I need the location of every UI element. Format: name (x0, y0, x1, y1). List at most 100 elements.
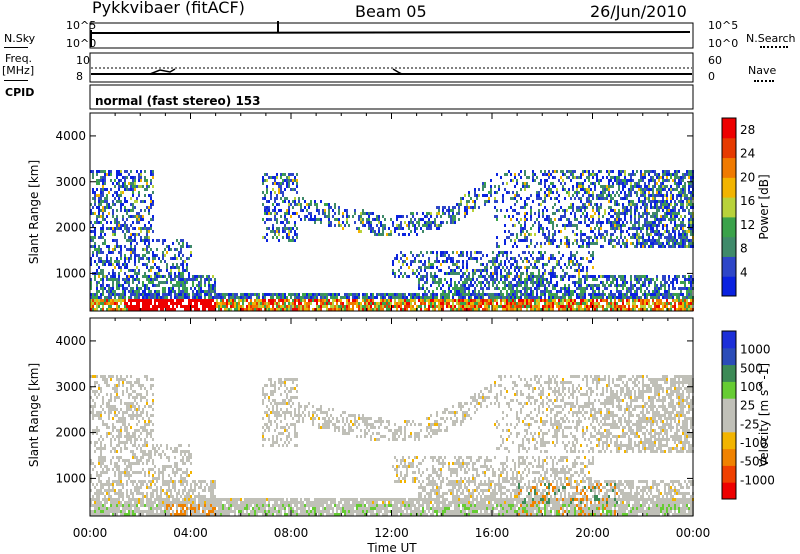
power-cell (494, 257, 496, 260)
power-cell (368, 299, 370, 302)
power-cell (660, 293, 662, 296)
power-cell (586, 284, 588, 287)
power-cell (680, 242, 682, 245)
power-cell (560, 206, 562, 209)
power-cell (158, 296, 160, 299)
power-cell (564, 242, 566, 245)
power-cell (132, 281, 134, 284)
power-cell (94, 308, 96, 311)
power-cell (536, 290, 538, 293)
power-cell (100, 236, 102, 239)
power-cell (680, 188, 682, 191)
power-cell (90, 239, 92, 242)
power-cell (396, 215, 398, 218)
power-cell (112, 281, 114, 284)
power-cell (236, 296, 238, 299)
power-cell (584, 296, 586, 299)
power-cell (552, 233, 554, 236)
power-cell (578, 275, 580, 278)
power-cell (606, 308, 608, 311)
power-cell (586, 278, 588, 281)
power-cell (494, 293, 496, 296)
power-cell (424, 260, 426, 263)
power-cell (410, 293, 412, 296)
power-cell (590, 221, 592, 224)
power-cell (688, 278, 690, 281)
power-cell (174, 248, 176, 251)
power-cell (650, 281, 652, 284)
power-cell (526, 296, 528, 299)
power-cell (134, 293, 136, 296)
power-cell (664, 224, 666, 227)
power-cell (444, 302, 446, 305)
power-cell (358, 215, 360, 218)
power-cell (128, 275, 130, 278)
power-cell (510, 284, 512, 287)
power-cell (506, 284, 508, 287)
power-cell (128, 305, 130, 308)
power-cell (526, 236, 528, 239)
power-cell (614, 212, 616, 215)
power-cell (672, 242, 674, 245)
power-cell (256, 299, 258, 302)
power-cell (100, 200, 102, 203)
power-cell (460, 287, 462, 290)
power-cell (646, 293, 648, 296)
power-cell (100, 257, 102, 260)
power-cell (664, 218, 666, 221)
power-cell (162, 287, 164, 290)
power-cell (512, 233, 514, 236)
power-cell (116, 200, 118, 203)
power-cell (336, 296, 338, 299)
power-cell (262, 218, 264, 221)
power-cell (558, 218, 560, 221)
power-cell (440, 305, 442, 308)
power-cell (666, 185, 668, 188)
power-cell (102, 242, 104, 245)
power-cell (622, 287, 624, 290)
power-cell (500, 302, 502, 305)
power-cell (544, 206, 546, 209)
power-cell (212, 296, 214, 299)
power-cell (422, 278, 424, 281)
power-cell (504, 278, 506, 281)
power-cell (274, 176, 276, 179)
power-cell (404, 260, 406, 263)
power-cell (490, 191, 492, 194)
power-cell (334, 293, 336, 296)
power-cell (486, 269, 488, 272)
power-cell (430, 212, 432, 215)
power-cell (520, 281, 522, 284)
power-cell (464, 293, 466, 296)
power-cell (248, 308, 250, 311)
power-cell (462, 299, 464, 302)
power-cell (166, 302, 168, 305)
power-cell (368, 212, 370, 215)
power-cell (282, 302, 284, 305)
power-cell (370, 212, 372, 215)
power-cell (536, 197, 538, 200)
power-cell (96, 299, 98, 302)
power-cell (174, 284, 176, 287)
power-cell (614, 245, 616, 248)
nave-label: Nave (748, 64, 777, 77)
power-cell (252, 308, 254, 311)
power-cell (572, 176, 574, 179)
power-cell (266, 173, 268, 176)
power-cell (562, 299, 564, 302)
power-cell (408, 233, 410, 236)
power-cell (566, 218, 568, 221)
power-cell (288, 230, 290, 233)
power-cell (192, 284, 194, 287)
power-cell (582, 308, 584, 311)
power-cell (664, 194, 666, 197)
power-cell (296, 227, 298, 230)
power-cell (440, 308, 442, 311)
power-cell (112, 248, 114, 251)
power-cell (518, 266, 520, 269)
power-cell (384, 224, 386, 227)
power-cell (616, 296, 618, 299)
power-cell (264, 305, 266, 308)
power-cell (562, 179, 564, 182)
power-cell (532, 296, 534, 299)
